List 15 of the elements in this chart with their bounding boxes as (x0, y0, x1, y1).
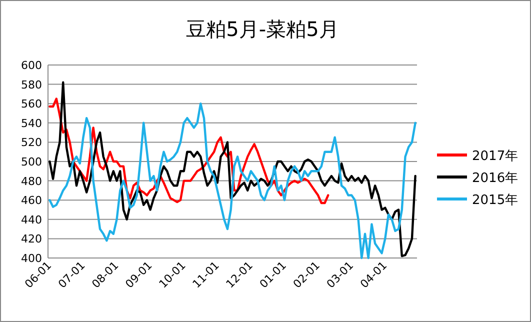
y-tick-label: 460 (21, 194, 42, 208)
y-tick-label: 480 (21, 174, 42, 188)
y-tick-label: 600 (21, 59, 42, 72)
y-tick-label: 420 (21, 232, 42, 246)
y-tick-label: 400 (21, 252, 42, 265)
y-tick-label: 440 (21, 213, 42, 226)
y-tick-label: 500 (21, 156, 42, 168)
legend-label: 2016年 (472, 171, 518, 186)
y-tick-label: 580 (21, 78, 42, 92)
legend-label: 2015年 (472, 193, 518, 208)
y-tick-label: 560 (21, 98, 42, 111)
y-tick-label: 540 (21, 116, 42, 130)
chart-title: 豆粕5月-菜粕5月 (186, 17, 339, 41)
legend-label: 2017年 (472, 149, 518, 164)
y-tick-label: 520 (21, 136, 42, 150)
